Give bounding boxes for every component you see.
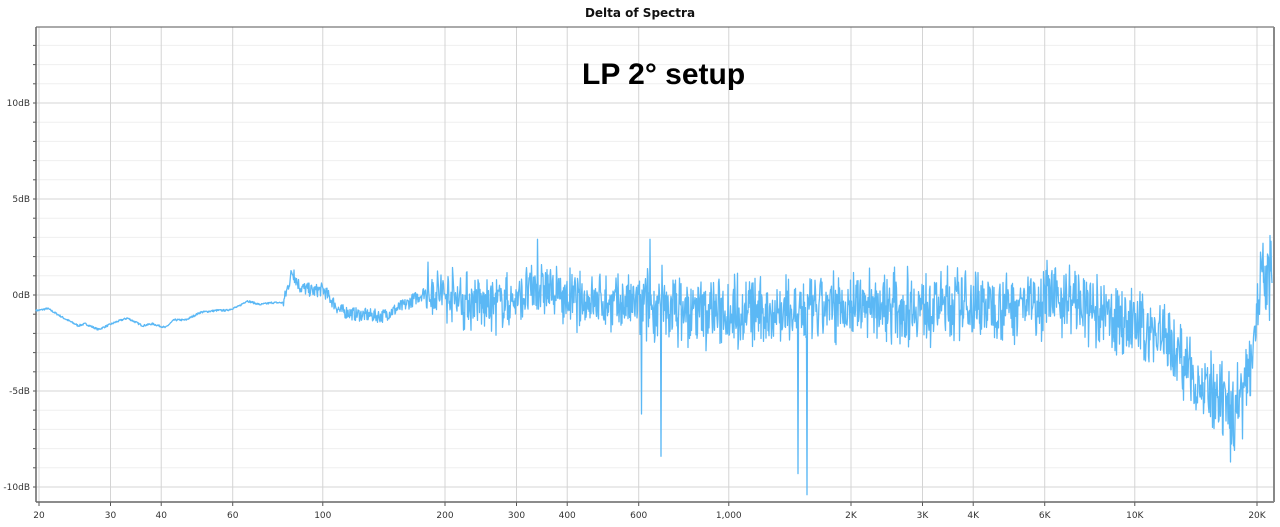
x-tick-label: 300 bbox=[508, 511, 525, 521]
grid-lines bbox=[36, 27, 1274, 502]
x-tick-label: 60 bbox=[227, 511, 239, 521]
y-tick-label: -10dB bbox=[3, 483, 30, 493]
x-tick-label: 6K bbox=[1039, 511, 1052, 521]
x-tick-label: 4K bbox=[967, 511, 980, 521]
x-tick-label: 1,000 bbox=[716, 511, 742, 521]
y-tick-label: -5dB bbox=[9, 387, 30, 397]
x-tick-label: 10K bbox=[1126, 511, 1144, 521]
x-tick-label: 2K bbox=[845, 511, 858, 521]
x-tick-label: 40 bbox=[155, 511, 167, 521]
delta-spectrum-line bbox=[35, 234, 1273, 496]
x-tick-label: 600 bbox=[630, 511, 647, 521]
x-tick-label: 30 bbox=[105, 511, 117, 521]
chart-title: Delta of Spectra bbox=[584, 6, 696, 20]
y-tick-label: 10dB bbox=[7, 99, 30, 109]
x-tick-label: 20K bbox=[1248, 511, 1266, 521]
x-tick-label: 20 bbox=[33, 511, 45, 521]
y-tick-label: 5dB bbox=[12, 195, 30, 205]
x-tick-label: 3K bbox=[917, 511, 930, 521]
x-tick-label: 100 bbox=[314, 511, 331, 521]
tick-labels: 20 30 40 60 100 200 300 400 600 1,000 2K 3K 4K 6K 10K 2… bbox=[3, 99, 1266, 521]
x-tick-label: 400 bbox=[559, 511, 576, 521]
setup-annotation: LP 2° setup bbox=[582, 58, 746, 91]
y-tick-label: 0dB bbox=[12, 291, 30, 301]
x-tick-label: 200 bbox=[436, 511, 453, 521]
axes bbox=[33, 26, 1275, 506]
